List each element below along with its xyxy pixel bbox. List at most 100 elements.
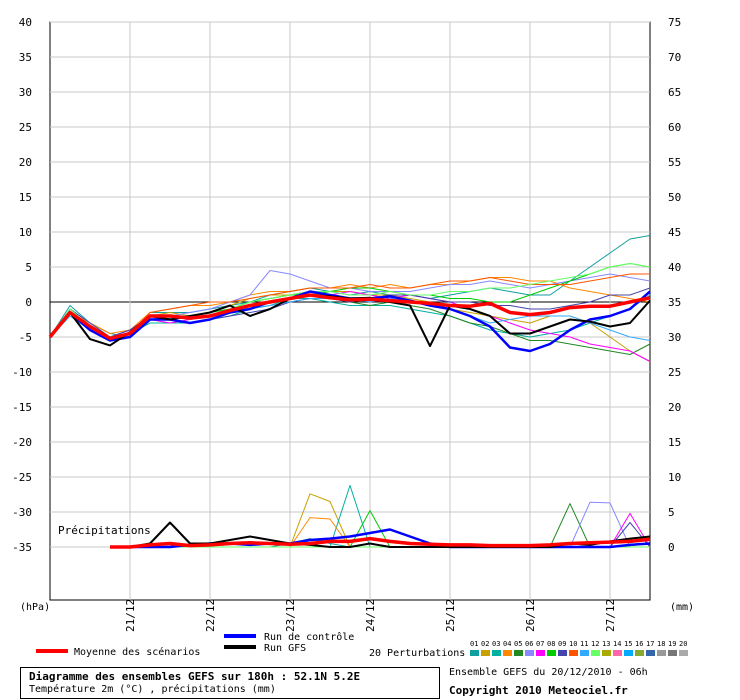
left-tick-label: 20: [19, 156, 32, 169]
perturbation-number: 16: [635, 640, 643, 648]
perturbation-number: 08: [547, 640, 555, 648]
footer-title: Diagramme des ensembles GEFS sur 180h : …: [29, 670, 361, 683]
x-tick-label: 21/12: [124, 599, 137, 632]
right-tick-label: 10: [668, 471, 681, 484]
left-tick-label: -15: [12, 401, 32, 414]
right-tick-label: 5: [668, 506, 675, 519]
precip-mean-line: [110, 536, 651, 549]
perturbation-swatch: [668, 650, 677, 656]
right-tick-label: 70: [668, 51, 681, 64]
perturbation-series: [49, 235, 651, 548]
footer-subtitle: Température 2m (°C) , précipitations (mm…: [29, 684, 276, 695]
temp-mean-line: [48, 293, 651, 341]
perturbation-swatch: [580, 650, 589, 656]
x-tick-label: 27/12: [604, 599, 617, 632]
right-tick-label: 30: [668, 331, 681, 344]
perturbation-number: 06: [525, 640, 533, 648]
perturbation-number: 20: [679, 640, 687, 648]
perturbation-number: 17: [646, 640, 654, 648]
perturbation-number: 13: [602, 640, 610, 648]
right-tick-label: 25: [668, 366, 681, 379]
perturbation-swatch: [503, 650, 512, 656]
right-tick-label: 55: [668, 156, 681, 169]
perturbation-swatch: [547, 650, 556, 656]
x-tick-label: 23/12: [284, 599, 297, 632]
x-tick-label: 22/12: [204, 599, 217, 632]
perturbation-swatch: [591, 650, 600, 656]
right-tick-label: 35: [668, 296, 681, 309]
left-tick-label: 40: [19, 16, 32, 29]
x-tick-label: 25/12: [444, 599, 457, 632]
perturbation-swatch: [602, 650, 611, 656]
right-tick-label: 45: [668, 226, 681, 239]
perturbation-swatch: [624, 650, 633, 656]
perturbation-number: 03: [492, 640, 500, 648]
perturbation-swatch: [492, 650, 501, 656]
perturbation-number: 10: [569, 640, 577, 648]
left-tick-label: 10: [19, 226, 32, 239]
perturbation-swatch: [470, 650, 479, 656]
perturbation-number: 18: [657, 640, 665, 648]
perturbation-swatch: [525, 650, 534, 656]
precip-label: Précipitations: [58, 524, 151, 537]
temp-perturbation-line: [49, 298, 651, 341]
x-tick-label: 24/12: [364, 599, 377, 632]
left-axis: 40 35 30 25 20 15 10 5 0 -5 -10 -15 -20 -25 -30 -35: [12, 16, 32, 554]
right-tick-label: 40: [668, 261, 681, 274]
left-tick-label: 25: [19, 121, 32, 134]
right-tick-label: 65: [668, 86, 681, 99]
right-tick-label: 20: [668, 401, 681, 414]
perturbation-number: 05: [514, 640, 522, 648]
left-tick-label: -35: [12, 541, 32, 554]
right-tick-label: 0: [668, 541, 675, 554]
left-tick-label: 5: [25, 261, 32, 274]
x-axis: 21/12 22/12 23/12 24/12 25/12 26/12 27/12: [124, 599, 617, 632]
left-tick-label: 35: [19, 51, 32, 64]
perturbation-swatch: [514, 650, 523, 656]
perturbation-number: 14: [613, 640, 621, 648]
right-tick-label: 15: [668, 436, 681, 449]
temp-perturbation-line: [49, 273, 650, 341]
left-tick-label: 30: [19, 86, 32, 99]
legend-gfs-label: Run GFS: [264, 643, 306, 654]
perturbation-swatch: [679, 650, 688, 656]
perturbation-number: 01: [470, 640, 478, 648]
perturbation-legend: 01 02 03 04 05 06 07 08 09 10 11 12 13 14 15 16 17 18 19 20: [470, 640, 688, 656]
perturbation-swatch: [569, 650, 578, 656]
legend-control-label: Run de contrôle: [264, 631, 354, 643]
perturbation-swatch: [481, 650, 490, 656]
left-tick-label: -25: [12, 471, 32, 484]
perturbation-swatch: [646, 650, 655, 656]
main-series: [48, 290, 651, 549]
perturbation-swatch: [536, 650, 545, 656]
left-tick-label: 15: [19, 191, 32, 204]
perturbation-number: 19: [668, 640, 676, 648]
right-axis-label: (mm): [670, 602, 694, 613]
grid: [50, 21, 650, 600]
left-tick-label: -30: [12, 506, 32, 519]
copyright: Copyright 2010 Meteociel.fr: [449, 684, 628, 697]
perturbation-number: 04: [503, 640, 511, 648]
legend-perturbations-label: 20 Perturbations: [369, 648, 465, 659]
right-tick-label: 60: [668, 121, 681, 134]
perturbation-number: 09: [558, 640, 566, 648]
left-tick-label: -10: [12, 366, 32, 379]
perturbation-number: 15: [624, 640, 632, 648]
perturbation-number: 02: [481, 640, 489, 648]
perturbation-swatch: [558, 650, 567, 656]
right-tick-label: 50: [668, 191, 681, 204]
perturbation-swatch: [635, 650, 644, 656]
run-info: Ensemble GEFS du 20/12/2010 - 06h: [449, 667, 648, 678]
left-tick-label: 0: [25, 296, 32, 309]
left-axis-label: (hPa): [20, 602, 50, 613]
perturbation-number: 07: [536, 640, 544, 648]
perturbation-swatch: [657, 650, 666, 656]
right-tick-label: 75: [668, 16, 681, 29]
left-tick-label: -20: [12, 436, 32, 449]
perturbation-number: 11: [580, 640, 588, 648]
perturbation-number: 12: [591, 640, 599, 648]
left-tick-label: -5: [19, 331, 32, 344]
x-tick-label: 26/12: [524, 599, 537, 632]
